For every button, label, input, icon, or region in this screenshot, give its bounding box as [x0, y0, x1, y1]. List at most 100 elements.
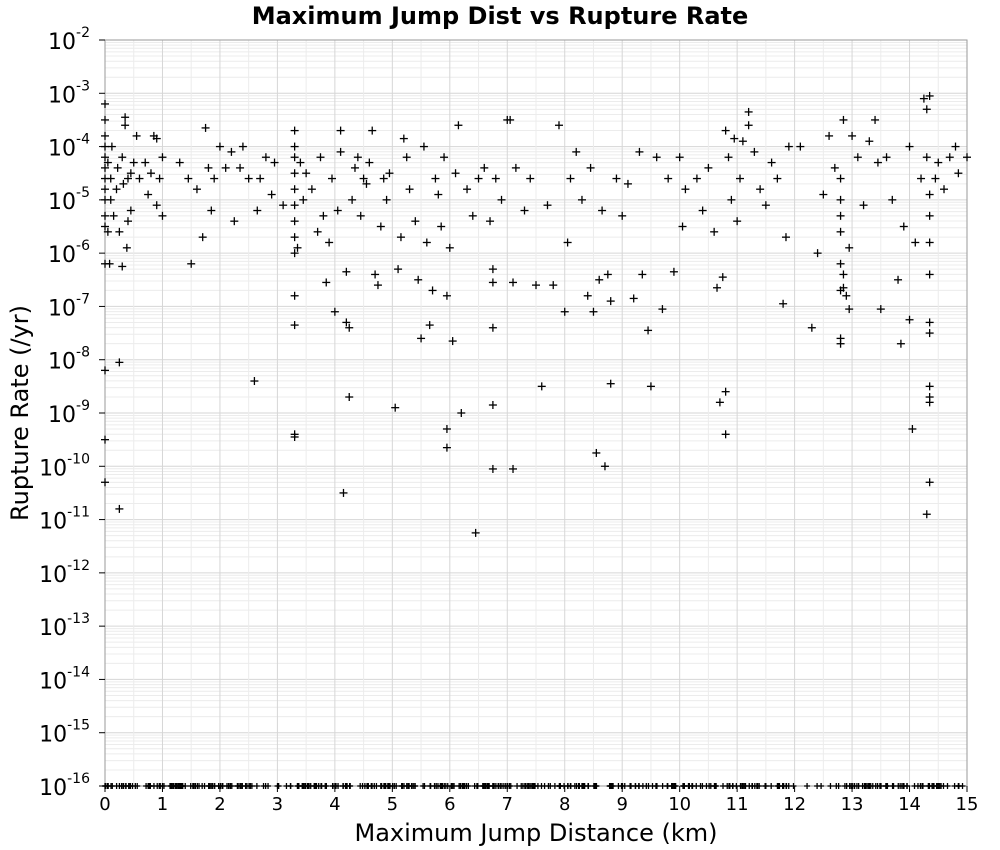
data-point — [566, 174, 575, 183]
data-point — [414, 275, 423, 284]
floor-point — [869, 783, 876, 789]
x-tick-label: 6 — [444, 794, 455, 815]
data-point — [925, 318, 934, 327]
x-tick-label: 10 — [668, 794, 691, 815]
data-point — [925, 398, 934, 407]
floor-point — [833, 783, 840, 789]
data-point — [296, 158, 305, 167]
data-point — [715, 398, 724, 407]
data-point — [385, 169, 394, 178]
data-point — [583, 291, 592, 300]
y-tick-label: 10-5 — [48, 185, 90, 215]
data-point — [839, 270, 848, 279]
data-point — [954, 169, 963, 178]
data-point — [302, 169, 311, 178]
floor-point — [541, 783, 548, 789]
data-point — [577, 195, 586, 204]
floor-point — [463, 783, 470, 789]
floor-point — [889, 783, 896, 789]
data-point — [572, 147, 581, 156]
data-point — [359, 174, 368, 183]
data-point — [192, 185, 201, 194]
data-point — [586, 163, 595, 172]
data-point — [506, 115, 515, 124]
data-point — [290, 233, 299, 242]
data-point — [299, 195, 308, 204]
data-point — [399, 134, 408, 143]
data-point — [101, 115, 109, 124]
data-point — [925, 478, 934, 487]
data-point — [509, 278, 518, 287]
data-point — [925, 91, 934, 100]
x-axis: 0 1 2 3 4 5 6 7 8 9 10 11 12 13 14 15 — [99, 786, 978, 815]
data-point — [871, 115, 880, 124]
floor-point — [471, 783, 478, 789]
data-point — [440, 153, 449, 162]
data-point — [882, 153, 891, 162]
data-point — [101, 185, 109, 194]
data-point — [905, 142, 914, 151]
chart-title: Maximum Jump Dist vs Rupture Rate — [252, 2, 749, 30]
data-point — [744, 107, 753, 116]
data-point — [123, 174, 132, 183]
data-point — [356, 211, 365, 220]
data-point — [652, 153, 661, 162]
data-point — [109, 211, 118, 220]
data-point — [101, 142, 109, 151]
floor-point — [457, 783, 464, 789]
floor-point — [346, 783, 353, 789]
data-point — [221, 163, 230, 172]
data-point — [442, 291, 451, 300]
floor-point — [377, 783, 384, 789]
floor-point — [711, 783, 718, 789]
data-point — [396, 233, 405, 242]
data-point — [919, 94, 928, 103]
data-point — [606, 297, 615, 306]
data-point — [230, 217, 239, 226]
floor-point — [174, 783, 181, 789]
data-point — [836, 174, 845, 183]
data-point — [598, 206, 607, 215]
data-point — [899, 222, 908, 231]
data-point — [925, 270, 934, 279]
data-point — [644, 326, 653, 335]
floor-point — [749, 783, 756, 789]
data-point — [227, 147, 236, 156]
data-point — [669, 267, 678, 276]
data-point — [744, 121, 753, 130]
data-point — [836, 259, 845, 268]
data-point — [497, 195, 506, 204]
floor-point — [567, 783, 574, 789]
data-point — [865, 137, 874, 146]
data-point — [442, 424, 451, 433]
y-tick-label: 10-3 — [48, 78, 90, 108]
floor-point — [498, 783, 505, 789]
data-point — [698, 206, 707, 215]
data-point — [290, 217, 299, 226]
data-point — [373, 281, 382, 290]
data-point — [345, 323, 354, 332]
data-point — [290, 291, 299, 300]
data-point — [560, 307, 569, 316]
data-point — [457, 409, 466, 417]
data-points — [101, 91, 971, 537]
data-point — [836, 211, 845, 220]
data-point — [606, 379, 615, 388]
data-point — [210, 174, 219, 183]
floor-point — [581, 783, 588, 789]
floor-point — [882, 783, 889, 789]
data-point — [365, 158, 374, 167]
x-tick-label: 11 — [726, 794, 749, 815]
floor-point — [768, 783, 775, 789]
data-point — [101, 435, 109, 444]
data-point — [107, 142, 116, 151]
y-tick-label: 10-8 — [48, 345, 90, 375]
floor-point — [790, 783, 797, 789]
y-tick-label: 10-2 — [48, 25, 90, 55]
floor-point — [361, 783, 368, 789]
data-point — [101, 222, 109, 231]
data-point — [488, 401, 497, 410]
data-point — [756, 185, 765, 194]
data-point — [592, 448, 601, 457]
